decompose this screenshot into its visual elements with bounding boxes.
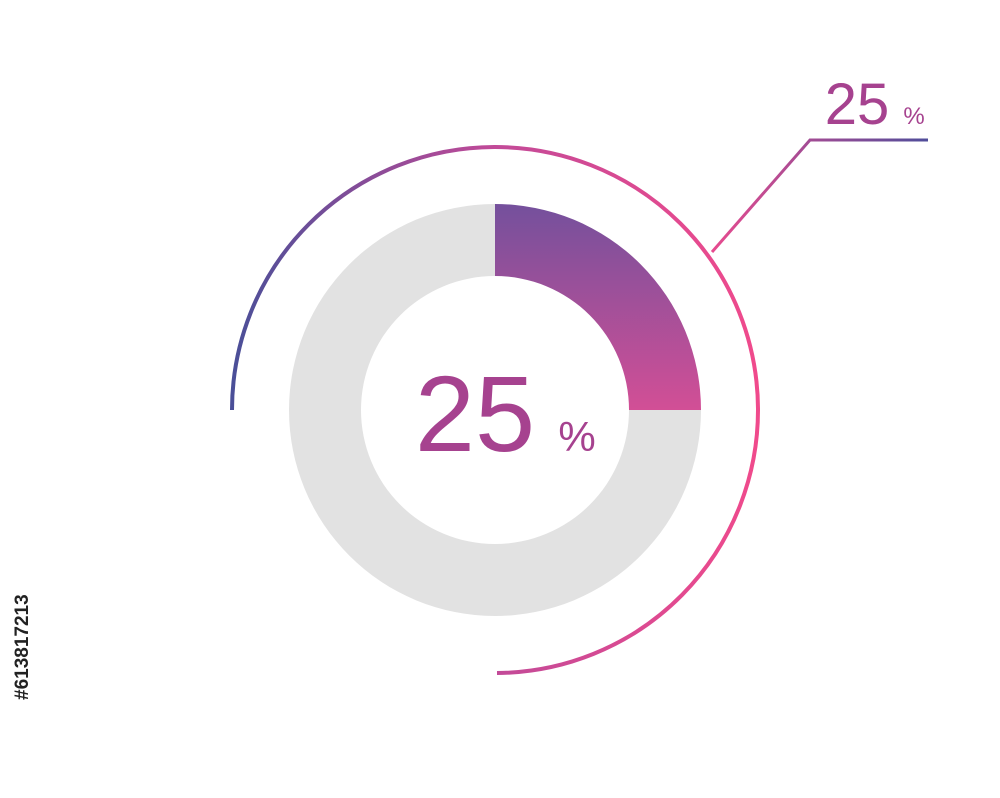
leader-line <box>710 138 928 253</box>
callout-value: 25 <box>825 72 890 137</box>
callout-unit: % <box>903 103 924 130</box>
donut-segment <box>289 204 701 616</box>
center-unit: % <box>558 413 595 460</box>
center-value: 25 <box>415 353 535 474</box>
image-id: #613817213 <box>12 594 33 700</box>
donut-segment <box>495 204 701 410</box>
decorative-ring <box>230 145 760 675</box>
